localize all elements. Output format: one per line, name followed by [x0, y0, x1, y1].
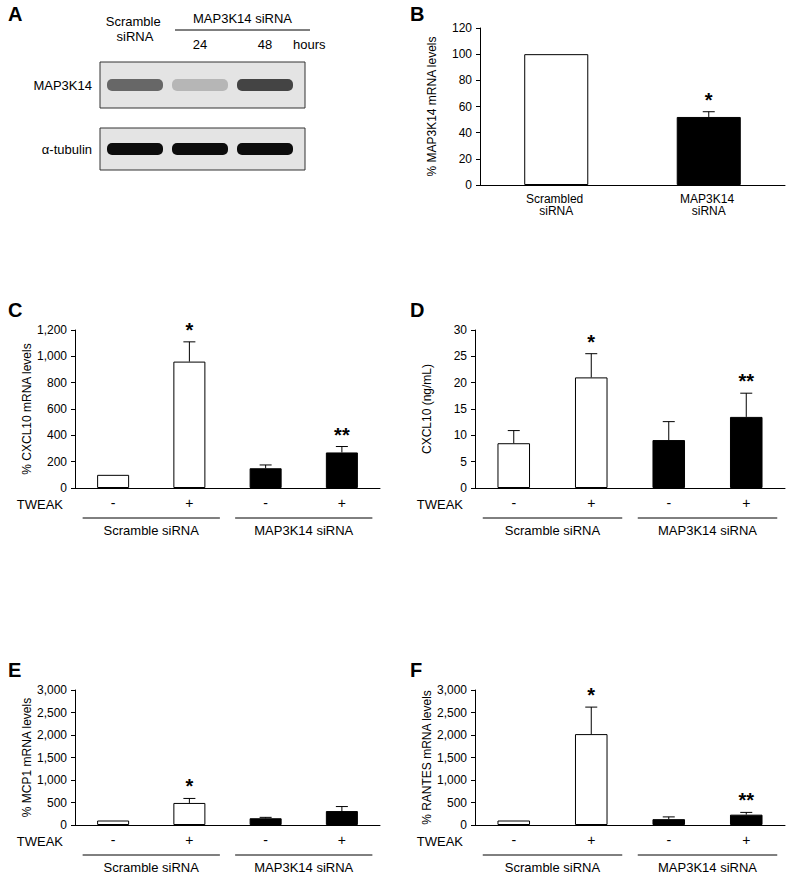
svg-text:1,500: 1,500	[437, 751, 467, 765]
svg-text:*: *	[705, 89, 713, 111]
svg-text:F: F	[410, 659, 422, 681]
svg-text:2,500: 2,500	[437, 706, 467, 720]
svg-text:TWEAK: TWEAK	[17, 834, 64, 849]
svg-text:20: 20	[459, 152, 473, 166]
svg-text:TWEAK: TWEAK	[417, 497, 464, 512]
svg-text:siRNA: siRNA	[117, 29, 154, 44]
svg-text:1,000: 1,000	[437, 773, 467, 787]
svg-text:D: D	[410, 299, 424, 321]
svg-text:3,000: 3,000	[37, 683, 67, 697]
svg-text:0: 0	[465, 178, 472, 192]
svg-text:+: +	[742, 495, 750, 511]
svg-text:+: +	[587, 832, 595, 848]
svg-text:MAP3K14 siRNA: MAP3K14 siRNA	[193, 11, 292, 26]
svg-text:siRNA: siRNA	[539, 204, 573, 218]
svg-text:MAP3K14 siRNA: MAP3K14 siRNA	[254, 523, 353, 538]
svg-text:TWEAK: TWEAK	[17, 497, 64, 512]
svg-text:Scrambled: Scrambled	[525, 192, 587, 206]
svg-text:120: 120	[452, 21, 472, 35]
svg-text:Scramble siRNA: Scramble siRNA	[505, 523, 601, 538]
svg-text:600: 600	[47, 402, 67, 416]
svg-text:200: 200	[47, 455, 67, 469]
svg-text:1,000: 1,000	[37, 349, 67, 363]
svg-text:1,000: 1,000	[37, 773, 67, 787]
svg-text:MAP3K14: MAP3K14	[680, 192, 738, 206]
svg-text:-: -	[263, 832, 268, 848]
svg-text:0: 0	[460, 818, 467, 832]
svg-text:Scramble siRNA: Scramble siRNA	[104, 860, 200, 875]
svg-text:3,000: 3,000	[437, 683, 467, 697]
svg-text:Scramble siRNA: Scramble siRNA	[505, 860, 601, 875]
svg-text:MAP3K14 siRNA: MAP3K14 siRNA	[658, 523, 757, 538]
svg-text:+: +	[338, 832, 346, 848]
svg-text:100: 100	[452, 47, 472, 61]
svg-text:siRNA: siRNA	[692, 204, 726, 218]
svg-text:400: 400	[47, 428, 67, 442]
svg-text:-: -	[666, 495, 671, 511]
svg-text:% CXCL10 mRNA levels: % CXCL10 mRNA levels	[20, 343, 34, 474]
svg-text:-: -	[111, 832, 116, 848]
svg-text:1,200: 1,200	[37, 323, 67, 337]
svg-text:-: -	[511, 832, 516, 848]
svg-text:*: *	[185, 319, 193, 341]
svg-text:% MAP3K14 mRNA levels: % MAP3K14 mRNA levels	[425, 36, 439, 176]
svg-text:25: 25	[454, 349, 468, 363]
svg-text:MAP3K14 siRNA: MAP3K14 siRNA	[658, 860, 757, 875]
svg-text:1,500: 1,500	[37, 751, 67, 765]
svg-text:500: 500	[47, 796, 67, 810]
svg-text:*: *	[587, 684, 595, 706]
svg-text:2,500: 2,500	[37, 706, 67, 720]
svg-text:B: B	[410, 3, 424, 25]
svg-text:% RANTES mRNA levels: % RANTES mRNA levels	[420, 690, 434, 825]
svg-text:-: -	[111, 495, 116, 511]
svg-text:0: 0	[60, 481, 67, 495]
svg-text:+: +	[338, 495, 346, 511]
svg-text:10: 10	[454, 428, 468, 442]
svg-text:+: +	[185, 832, 193, 848]
svg-text:0: 0	[60, 818, 67, 832]
svg-text:800: 800	[47, 376, 67, 390]
svg-text:5: 5	[460, 455, 467, 469]
svg-text:Scramble: Scramble	[106, 14, 165, 29]
svg-text:2,000: 2,000	[37, 728, 67, 742]
svg-text:% MCP1 mRNA levels: % MCP1 mRNA levels	[20, 698, 34, 817]
svg-text:80: 80	[459, 73, 473, 87]
svg-text:+: +	[587, 495, 595, 511]
svg-text:0: 0	[460, 481, 467, 495]
svg-text:-: -	[263, 495, 268, 511]
svg-text:*: *	[185, 775, 193, 797]
svg-text:**: **	[738, 789, 754, 811]
svg-text:15: 15	[454, 402, 468, 416]
svg-text:**: **	[738, 370, 754, 392]
svg-text:2,000: 2,000	[437, 728, 467, 742]
svg-text:60: 60	[459, 100, 473, 114]
svg-text:α-tubulin: α-tubulin	[42, 142, 92, 157]
svg-text:MAP3K14: MAP3K14	[33, 78, 92, 93]
svg-text:40: 40	[459, 126, 473, 140]
svg-text:CXCL10 (ng/mL): CXCL10 (ng/mL)	[420, 364, 434, 454]
svg-text:E: E	[8, 659, 21, 681]
svg-text:TWEAK: TWEAK	[417, 834, 464, 849]
svg-text:500: 500	[447, 796, 467, 810]
svg-text:A: A	[8, 3, 22, 25]
svg-text:-: -	[511, 495, 516, 511]
svg-text:Scramble siRNA: Scramble siRNA	[104, 523, 200, 538]
svg-text:-: -	[666, 832, 671, 848]
svg-text:*: *	[587, 331, 595, 353]
svg-text:MAP3K14 siRNA: MAP3K14 siRNA	[254, 860, 353, 875]
svg-text:24: 24	[193, 37, 207, 52]
svg-text:+: +	[742, 832, 750, 848]
svg-text:hours: hours	[293, 37, 326, 52]
svg-text:**: **	[334, 424, 350, 446]
svg-text:+: +	[185, 495, 193, 511]
svg-text:20: 20	[454, 376, 468, 390]
svg-text:48: 48	[258, 37, 272, 52]
svg-text:30: 30	[454, 323, 468, 337]
svg-text:C: C	[8, 299, 22, 321]
